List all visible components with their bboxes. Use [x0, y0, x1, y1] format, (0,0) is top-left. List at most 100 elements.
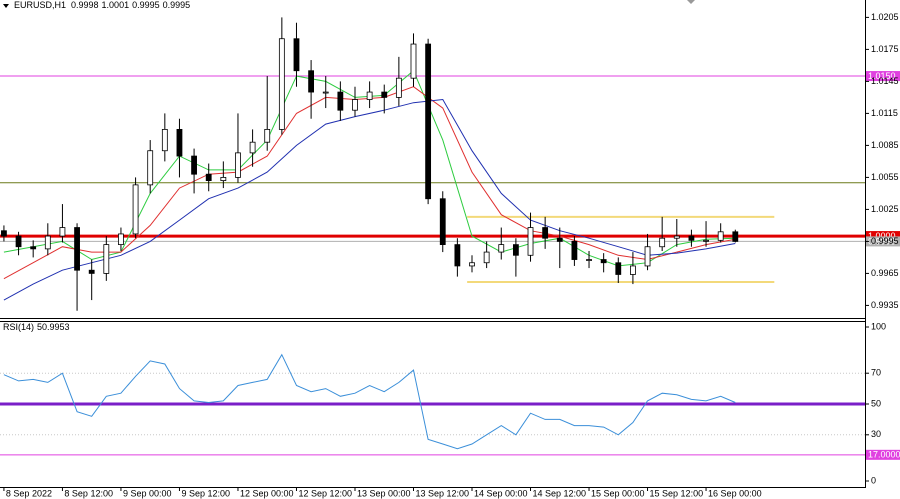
x-tick-label: 13 Sep 00:00	[357, 488, 411, 498]
x-tick-label: 15 Sep 12:00	[650, 488, 704, 498]
y-tick-label: 1.0025	[871, 204, 899, 214]
level-label-box	[866, 71, 900, 82]
candle-body	[410, 43, 417, 79]
candle-body	[118, 233, 124, 246]
candle-body	[381, 91, 388, 98]
candle-body	[103, 244, 110, 274]
candle-body	[425, 43, 432, 200]
candle-body	[264, 128, 271, 143]
candle-body	[132, 184, 139, 235]
y-tick-label: 1.0115	[871, 108, 898, 118]
candle-body	[88, 269, 95, 274]
chart-header: EURUSD,H1 0.9998 1.0001 0.9995 0.9995	[14, 0, 190, 10]
candle-body	[717, 231, 724, 241]
candle-body	[469, 262, 475, 267]
candle-body	[220, 177, 227, 182]
candle-body	[235, 152, 241, 178]
candle-body	[512, 244, 519, 256]
candle-body	[44, 235, 51, 250]
x-tick-label: 9 Sep 00:00	[123, 488, 172, 498]
candle-body	[630, 265, 636, 275]
candle-body	[337, 91, 344, 111]
candle-body	[688, 235, 695, 241]
y-tick-label: 30	[871, 429, 881, 439]
indicator-value: 50.9953	[37, 322, 70, 332]
candle-body	[395, 77, 402, 98]
candle-body	[527, 227, 534, 256]
y-tick-label: 1.0055	[871, 172, 899, 182]
candle-body	[556, 237, 563, 242]
candle-body	[322, 91, 329, 94]
symbol: EURUSD,H1	[14, 0, 66, 10]
candle-body	[439, 198, 446, 246]
level-label-box	[866, 231, 900, 242]
moving-average	[3, 98, 736, 301]
level-label: 1.0000	[868, 231, 896, 241]
x-tick-label: 13 Sep 12:00	[415, 488, 469, 498]
level-label: 17.0000	[868, 450, 900, 460]
candle-body	[30, 246, 37, 250]
x-tick-label: 12 Sep 00:00	[240, 488, 294, 498]
candle-body	[615, 262, 622, 275]
candle-body	[673, 235, 680, 239]
y-tick-label: 1.0175	[871, 44, 899, 54]
level-label-box	[866, 236, 900, 247]
candle-body	[600, 259, 607, 264]
candle-body	[1, 230, 7, 237]
y-tick-label: 1.0145	[871, 76, 899, 86]
y-tick-label: 50	[871, 398, 881, 408]
menu-arrow[interactable]	[3, 4, 9, 8]
x-tick-label: 8 Sep 12:00	[64, 488, 113, 498]
x-tick-label: 8 Sep 2022	[6, 488, 52, 498]
candle-body	[147, 150, 154, 186]
y-tick-label: 70	[871, 368, 881, 378]
candle-body	[15, 235, 22, 248]
rsi-line	[3, 353, 736, 450]
candle-body	[249, 141, 256, 154]
candle-body	[205, 173, 212, 182]
y-tick-label: 100	[871, 321, 886, 331]
ohlc-value: 1.0001	[102, 0, 130, 10]
candle-body	[542, 227, 549, 239]
y-tick-label: 0.9935	[871, 300, 899, 310]
y-tick-label: 0	[871, 475, 876, 485]
indicator-name: RSI(14)	[3, 322, 34, 332]
candle-body	[703, 239, 709, 242]
candle-body	[483, 251, 490, 264]
candle-body	[586, 259, 592, 261]
candle-body	[644, 246, 651, 267]
candle-body	[308, 70, 315, 93]
candle-body	[454, 244, 461, 267]
ohlc-value: 0.9995	[132, 0, 160, 10]
indicator-header: RSI(14) 50.9953	[3, 322, 70, 332]
x-tick-label: 16 Sep 00:00	[708, 488, 762, 498]
ohlc-value: 0.9995	[163, 0, 191, 10]
level-label: 0.9995	[868, 236, 896, 246]
y-tick-label: 0.9995	[871, 236, 899, 246]
y-tick-label: 0.9965	[871, 268, 899, 278]
y-tick-label: 1.0205	[871, 12, 899, 22]
candle-body	[659, 237, 666, 248]
candle-body	[293, 38, 300, 72]
candle-body	[191, 155, 197, 175]
level-label-box	[866, 449, 900, 460]
candle-body	[59, 227, 66, 237]
candle-body	[571, 241, 578, 260]
level-label: 1.0150	[868, 71, 896, 81]
candle-body	[74, 227, 80, 271]
candle-body	[161, 128, 168, 152]
candle-body	[498, 244, 505, 253]
x-tick-label: 9 Sep 12:00	[181, 488, 230, 498]
x-tick-label: 15 Sep 00:00	[591, 488, 645, 498]
y-tick-label: 1.0085	[871, 140, 899, 150]
x-tick-label: 14 Sep 00:00	[474, 488, 528, 498]
candle-body	[732, 231, 739, 242]
shift-marker[interactable]	[687, 0, 695, 4]
x-tick-label: 14 Sep 12:00	[533, 488, 587, 498]
candle-body	[352, 99, 358, 111]
candle-body	[278, 38, 285, 130]
x-tick-label: 12 Sep 12:00	[298, 488, 352, 498]
